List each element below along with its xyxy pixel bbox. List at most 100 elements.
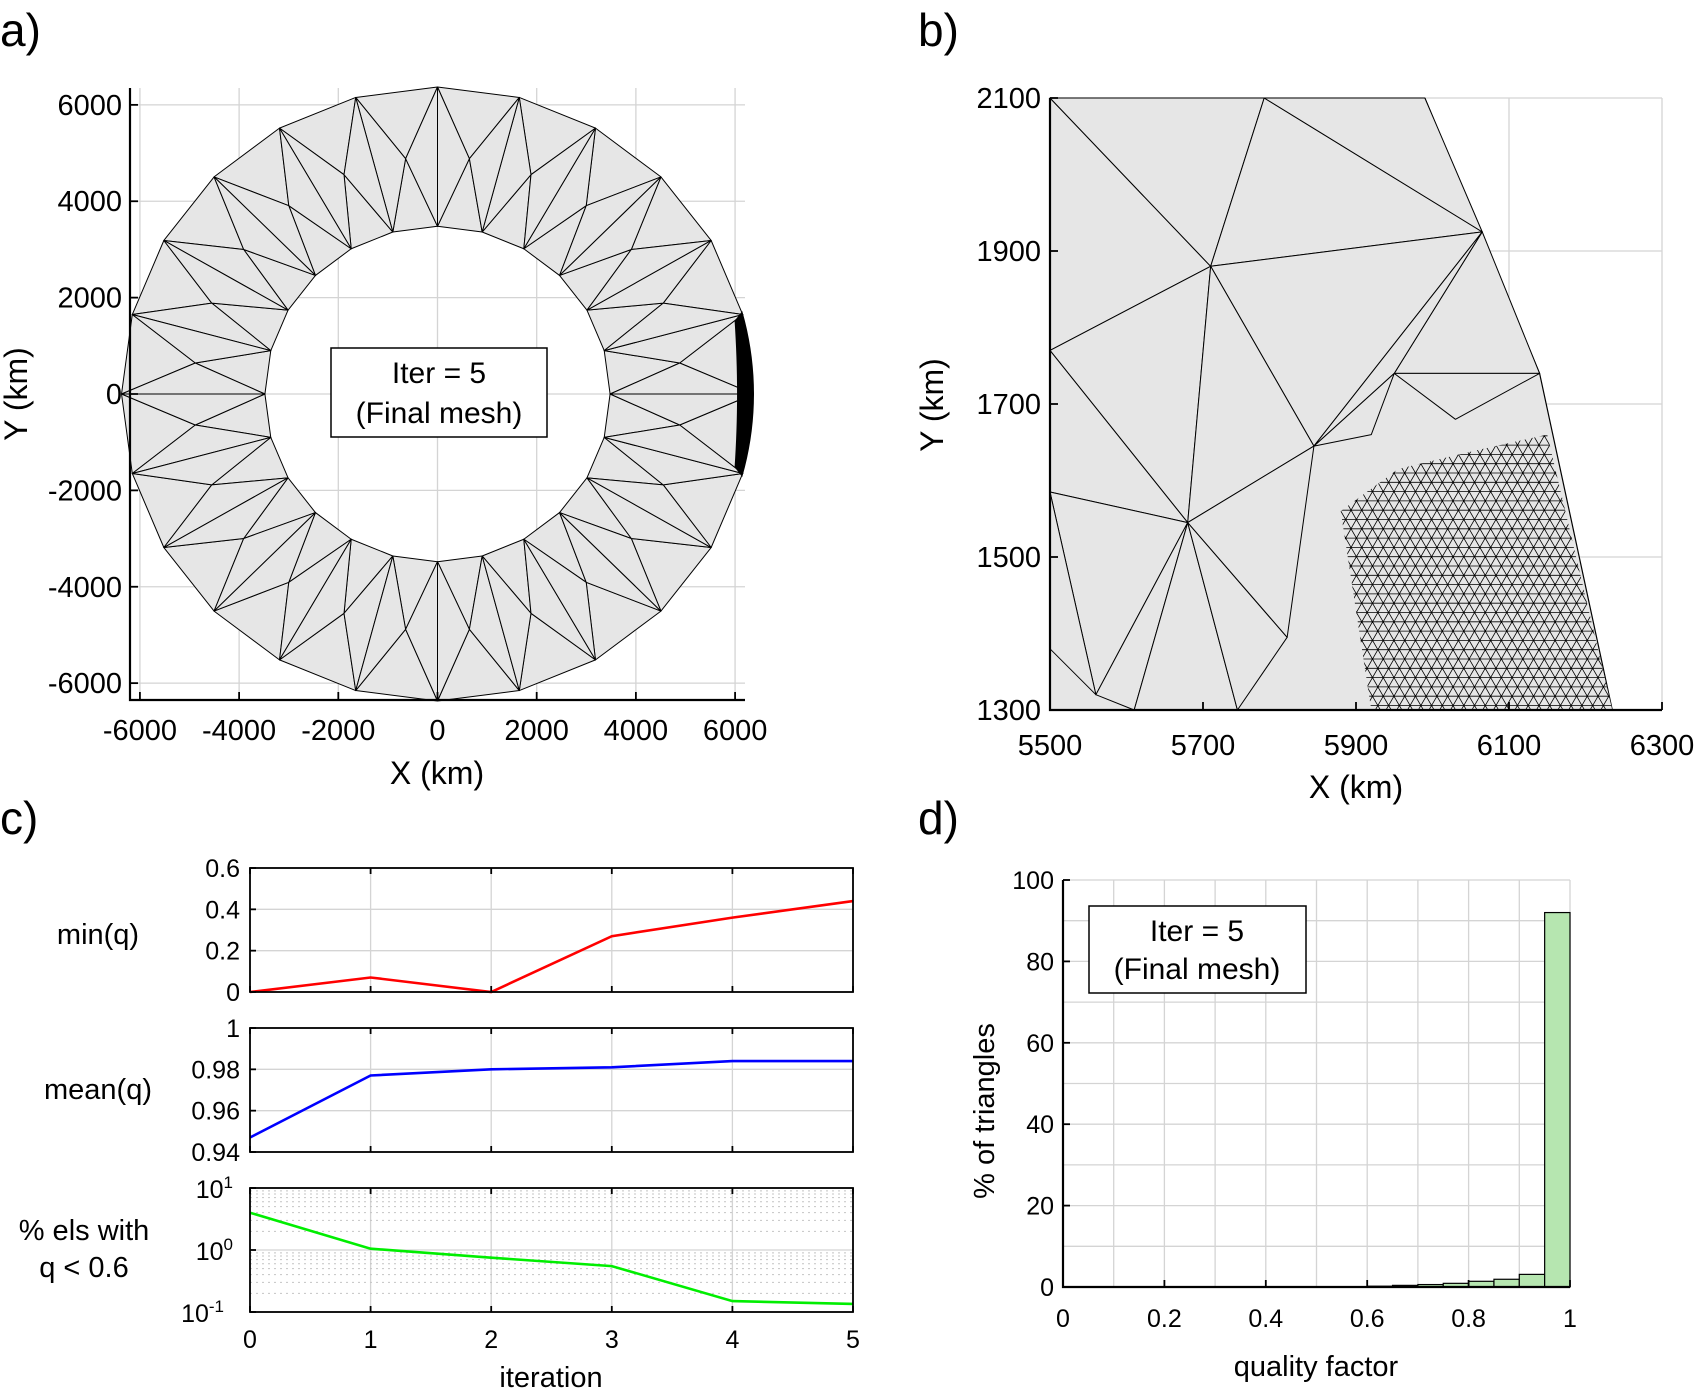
- y-tick-label: 80: [1026, 948, 1054, 976]
- mesh-triangle: [279, 127, 352, 250]
- x-tick-label: 6000: [703, 715, 768, 747]
- mesh-triangle: [131, 314, 272, 364]
- y-tick-label: 1900: [976, 236, 1041, 268]
- mesh-triangle: [586, 239, 712, 311]
- mesh-triangle: [131, 436, 272, 486]
- series-line: [249, 1211, 854, 1306]
- mesh-triangle: [343, 96, 394, 233]
- x-tick-label: 1: [1563, 1305, 1577, 1333]
- x-tick-label: 2: [484, 1326, 498, 1354]
- mesh-triangle: [603, 424, 744, 474]
- y-tick-label: 0.98: [191, 1056, 240, 1084]
- y-tick-label: 20: [1026, 1193, 1054, 1221]
- y-tick-label: -2000: [48, 475, 122, 507]
- y-tick-label: 101: [196, 1173, 233, 1204]
- y-tick-label: 10-1: [181, 1297, 224, 1328]
- panel-a-xlabel: X (km): [390, 755, 484, 791]
- x-tick-label: 0: [243, 1326, 257, 1354]
- y-tick-label: -4000: [48, 572, 122, 604]
- mesh-triangle: [121, 393, 266, 426]
- x-tick-label: 2000: [504, 715, 569, 747]
- histogram-bar: [1493, 1278, 1520, 1288]
- panel-a-annotation-line2: (Final mesh): [356, 397, 523, 430]
- mesh-triangle: [213, 512, 316, 612]
- mesh-triangle: [163, 239, 289, 311]
- panel-a-annotation: Iter = 5 (Final mesh): [330, 347, 548, 438]
- panel-c-subplot-2: 1 0.98 0.96 0.94: [191, 1015, 854, 1167]
- mesh-triangle: [559, 512, 662, 612]
- mesh-triangle: [559, 176, 662, 276]
- panel-c-label: c): [0, 792, 38, 844]
- mesh-triangle: [586, 477, 712, 549]
- mesh-triangle: [279, 538, 352, 661]
- y-tick-label: 60: [1026, 1030, 1054, 1058]
- panel-c-subplot-1: 0.6 0.4 0.2 0: [205, 855, 854, 1007]
- histogram-bar: [1544, 911, 1571, 1288]
- panel-d-xlabel: quality factor: [1234, 1351, 1399, 1383]
- x-tick-label: 4: [725, 1326, 739, 1354]
- panel-c-top-ylabel: min(q): [57, 919, 139, 951]
- panel-b-label: b): [918, 4, 959, 56]
- y-tick-label: 6000: [57, 90, 122, 122]
- y-tick-label: -6000: [48, 668, 122, 700]
- panel-b-xlabel: X (km): [1309, 769, 1403, 805]
- x-tick-label: 5: [846, 1326, 860, 1354]
- panel-c-bottom-ylabel-line2: q < 0.6: [39, 1252, 129, 1284]
- mesh-triangle: [355, 555, 407, 692]
- mesh-triangle: [603, 302, 744, 352]
- refined-mesh-zone: [734, 311, 754, 477]
- axes-box: [249, 1027, 854, 1153]
- panel-b-ylabel: Y (km): [914, 358, 950, 452]
- y-tick-label: 1: [226, 1015, 240, 1043]
- x-tick-label: 0.4: [1248, 1305, 1283, 1333]
- axes-box: [249, 867, 854, 993]
- y-tick-label: 0: [106, 379, 122, 411]
- y-tick-label: 100: [196, 1235, 233, 1266]
- mesh-triangle: [1393, 372, 1541, 420]
- mesh-triangle: [437, 561, 470, 702]
- x-tick-label: 6100: [1477, 730, 1542, 762]
- y-tick-label: 2100: [976, 83, 1041, 115]
- panel-a-ylabel: Y (km): [0, 347, 34, 441]
- mesh-triangle: [468, 96, 520, 233]
- series-line: [249, 1059, 853, 1139]
- panel-c-middle-ylabel: mean(q): [44, 1074, 152, 1106]
- panel-c-plots: 0.6 0.4 0.2 0 1 0.98 0.96 0.94 101 100 10-1 0 1 2 3 4 5: [181, 855, 860, 1354]
- panel-a-label: a): [0, 4, 41, 56]
- mesh-triangle: [523, 538, 596, 661]
- panel-d-annotation-line1: Iter = 5: [1150, 915, 1244, 948]
- panel-a: a) -6000 -4000 -2000 0 2000 4000 6000 6000 4000 2…: [0, 4, 767, 791]
- y-tick-label: 40: [1026, 1111, 1054, 1139]
- x-tick-label: 3: [605, 1326, 619, 1354]
- y-tick-label: 2000: [57, 283, 122, 315]
- mesh-triangle: [213, 176, 316, 276]
- x-tick-label: 0: [1056, 1305, 1070, 1333]
- x-tick-label: 0.2: [1147, 1305, 1182, 1333]
- panel-d-annotation-box: [1088, 905, 1307, 994]
- x-tick-label: -2000: [301, 715, 375, 747]
- y-tick-label: 0.94: [191, 1139, 240, 1167]
- y-tick-label: 1700: [976, 389, 1041, 421]
- y-tick-label: 1300: [976, 695, 1041, 727]
- x-tick-label: 4000: [604, 715, 669, 747]
- mesh-triangle: [1263, 97, 1483, 233]
- x-tick-label: 5900: [1324, 730, 1389, 762]
- mesh-triangle: [609, 393, 754, 426]
- mesh-triangle: [481, 555, 532, 692]
- y-tick-label: 0.6: [205, 855, 240, 883]
- y-tick-label: 0: [226, 979, 240, 1007]
- x-tick-label: 6300: [1630, 730, 1695, 762]
- panel-d-plot: 0 0.2 0.4 0.6 0.8 1 100 80 60 40 20 0: [1012, 867, 1577, 1333]
- panel-c-bottom-ylabel-line1: % els with: [19, 1215, 150, 1247]
- mesh-triangle: [1187, 445, 1315, 638]
- panel-d-ylabel: % of triangles: [969, 1023, 1001, 1199]
- x-tick-label: 0.6: [1350, 1305, 1385, 1333]
- x-tick-label: -4000: [202, 715, 276, 747]
- x-tick-label: -6000: [103, 715, 177, 747]
- y-tick-label: 4000: [57, 186, 122, 218]
- y-tick-label: 1500: [976, 542, 1041, 574]
- x-tick-label: 0: [429, 715, 445, 747]
- panel-c-xlabel: iteration: [499, 1362, 602, 1394]
- series-line: [249, 899, 854, 994]
